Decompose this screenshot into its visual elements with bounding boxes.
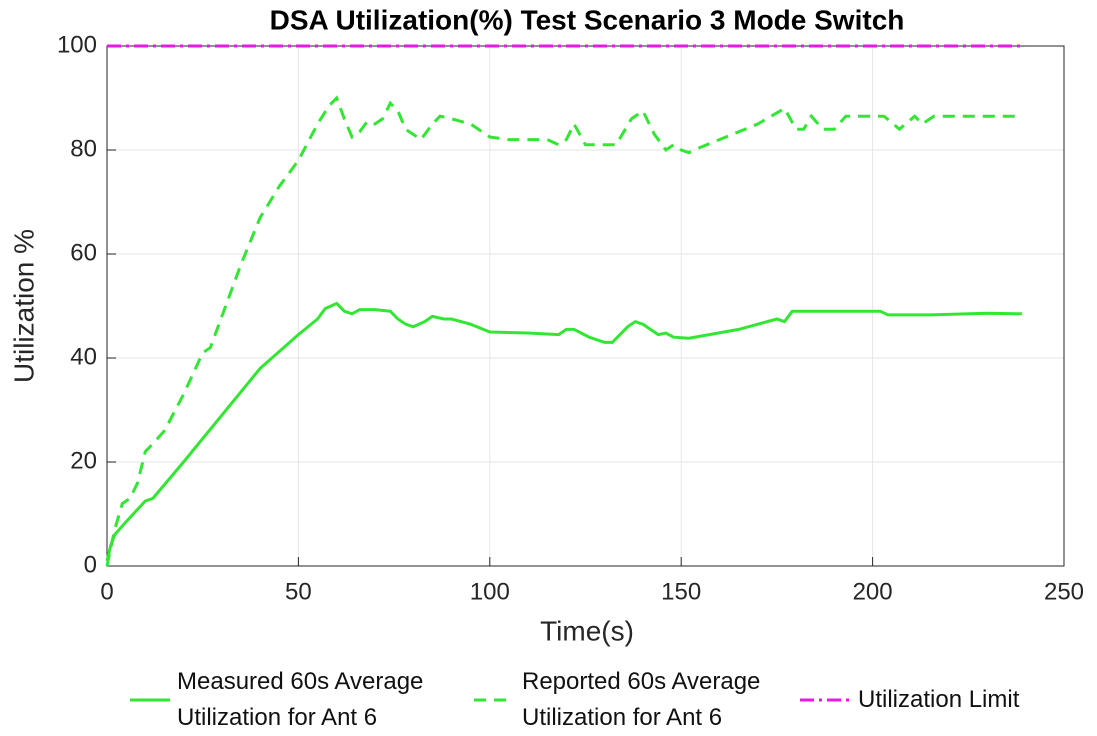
legend-label: Utilization Limit — [858, 686, 1020, 713]
y-tick-label: 0 — [84, 551, 97, 578]
plot-frame — [106, 45, 1065, 567]
y-tick-label: 20 — [70, 447, 97, 474]
chart-title: DSA Utilization(%) Test Scenario 3 Mode … — [270, 4, 905, 35]
x-tick-label: 250 — [1044, 578, 1084, 605]
y-tick-label: 60 — [70, 239, 97, 266]
series-line — [105, 95, 1022, 567]
y-axis-label: Utilization % — [8, 229, 39, 383]
y-tick-label: 100 — [57, 31, 97, 58]
x-tick-label: 50 — [285, 578, 312, 605]
x-axis-label: Time(s) — [540, 615, 634, 646]
x-tick-label: 0 — [100, 578, 113, 605]
x-tick-label: 200 — [853, 578, 893, 605]
x-tick-label: 100 — [470, 578, 510, 605]
legend-label: Measured 60s Average Utilization for Ant… — [177, 668, 424, 731]
y-tick-label: 40 — [70, 343, 97, 370]
series-line — [105, 301, 1022, 562]
y-tick-label: 80 — [70, 135, 97, 162]
legend-label: Reported 60s Average Utilization for Ant… — [522, 668, 761, 731]
x-tick-label: 150 — [661, 578, 701, 605]
